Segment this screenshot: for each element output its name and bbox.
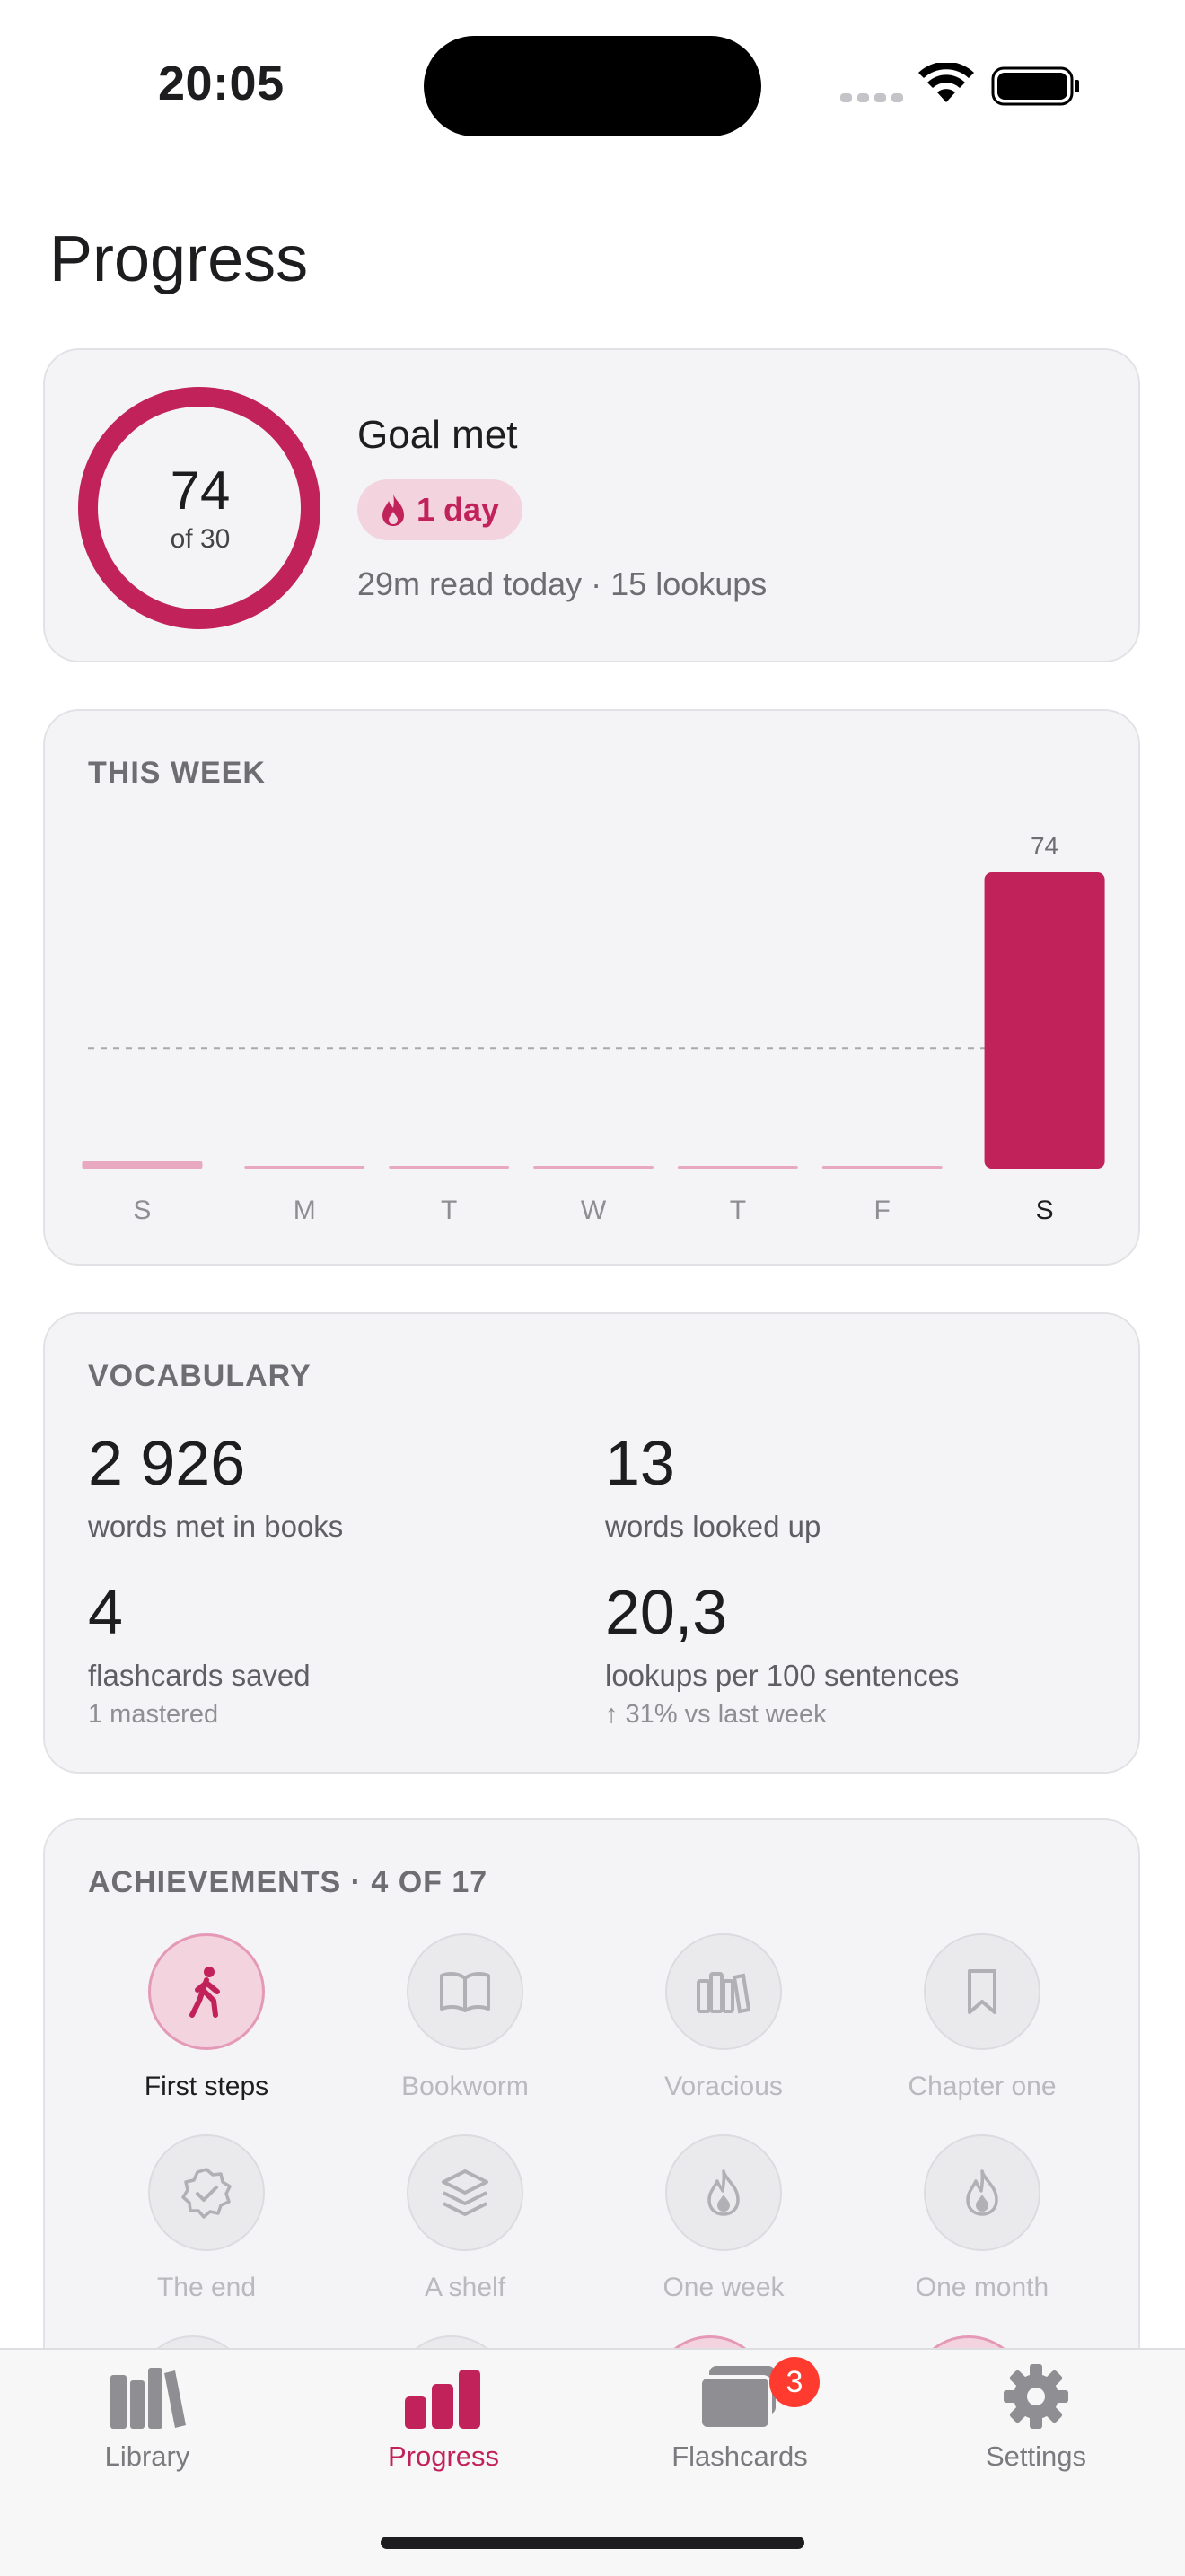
books-shelf-icon xyxy=(697,1972,751,2014)
tab-label: Library xyxy=(104,2440,190,2472)
home-indicator xyxy=(381,2537,804,2549)
achievement-first-steps[interactable]: First steps xyxy=(76,1933,337,2102)
tab-label: Progress xyxy=(387,2440,500,2472)
words-met-value: 2 926 xyxy=(88,1428,246,1498)
bar-data-label: 74 xyxy=(1031,832,1058,860)
cards-icon xyxy=(698,2366,776,2431)
goal-status-title: Goal met xyxy=(357,413,518,457)
achievement-label: First steps xyxy=(144,2072,269,2101)
words-looked-up-value: 13 xyxy=(605,1428,675,1498)
achievement-label: The end xyxy=(156,2273,257,2302)
bookmark-icon xyxy=(968,1969,996,2014)
signal-icon xyxy=(840,93,903,102)
tab-progress[interactable]: Progress xyxy=(309,2362,578,2473)
tab-library[interactable]: Library xyxy=(13,2362,282,2473)
flame-icon xyxy=(707,2169,740,2216)
layers-icon xyxy=(442,2169,488,2216)
goal-ring xyxy=(78,387,320,629)
goal-meta: 29m read today · 15 lookups xyxy=(357,565,768,602)
day-tick-label: S xyxy=(133,1196,151,1225)
lookups-rate-change: ↑ 31% vs last week xyxy=(605,1700,827,1729)
day-tick-label: M xyxy=(294,1196,316,1225)
achievement-one-week[interactable]: One week xyxy=(593,2134,854,2303)
achievement-label: Bookworm xyxy=(401,2072,529,2101)
achievement-chapter-one[interactable]: Chapter one xyxy=(852,1933,1112,2102)
streak-badge: 1 day xyxy=(357,479,523,540)
tab-flashcards[interactable]: Flashcards xyxy=(605,2362,874,2473)
week-bar xyxy=(677,1166,798,1169)
achievement-bookworm[interactable]: Bookworm xyxy=(335,1933,595,2102)
achievement-label: Voracious xyxy=(664,2072,783,2101)
library-books-icon xyxy=(110,2368,186,2429)
vocabulary-card: VOCABULARY 2 926 words met in books 13 w… xyxy=(43,1312,1140,1774)
week-bar xyxy=(984,872,1105,1169)
goal-target: of 30 xyxy=(170,524,231,554)
achievements-label: ACHIEVEMENTS · 4 OF 17 xyxy=(88,1865,488,1899)
day-tick-label: S xyxy=(1036,1196,1054,1225)
gear-icon xyxy=(1004,2364,1068,2429)
day-tick-label: T xyxy=(730,1196,746,1225)
page-title: Progress xyxy=(49,223,309,295)
day-tick-label: F xyxy=(874,1196,891,1225)
lookups-rate-value: 20,3 xyxy=(605,1577,728,1647)
status-icons xyxy=(840,61,1083,110)
achievement-label: One week xyxy=(663,2273,785,2302)
week-bar xyxy=(821,1166,943,1169)
week-bar xyxy=(82,1161,203,1169)
flame-icon xyxy=(966,2169,998,2216)
tab-label: Settings xyxy=(985,2440,1086,2472)
week-bar xyxy=(389,1166,510,1169)
flashcards-saved-label: flashcards saved xyxy=(88,1659,311,1692)
battery-icon xyxy=(991,66,1079,106)
achievement-voracious[interactable]: Voracious xyxy=(593,1933,854,2102)
achievement-a-shelf[interactable]: A shelf xyxy=(335,2134,595,2303)
tab-label: Flashcards xyxy=(672,2440,808,2472)
achievement-label: Chapter one xyxy=(908,2072,1057,2101)
achievement-label: One month xyxy=(915,2273,1049,2302)
dynamic-island xyxy=(424,36,761,136)
week-label: THIS WEEK xyxy=(88,756,266,790)
daily-goal-card[interactable]: 74 of 30 Goal met 1 day 29m read today ·… xyxy=(43,348,1140,662)
words-met-label: words met in books xyxy=(88,1510,344,1543)
streak-text: 1 day xyxy=(417,491,500,528)
check-seal-icon xyxy=(181,2168,232,2219)
week-bar xyxy=(244,1166,365,1169)
week-bar-chart: S M T W T F S 74 xyxy=(82,832,1105,1225)
achievement-one-month[interactable]: One month xyxy=(852,2134,1112,2303)
tab-settings[interactable]: Settings xyxy=(901,2362,1171,2473)
lookups-rate-label: lookups per 100 sentences xyxy=(605,1659,960,1692)
walking-person-icon xyxy=(189,1967,220,2018)
status-time: 20:05 xyxy=(158,57,285,110)
words-looked-up-label: words looked up xyxy=(605,1510,821,1543)
achievement-the-end[interactable]: The end xyxy=(76,2134,337,2303)
bar-chart-icon xyxy=(405,2370,480,2429)
flame-icon xyxy=(382,494,404,526)
vocabulary-label: VOCABULARY xyxy=(88,1359,312,1393)
open-book-icon xyxy=(440,1972,490,2012)
wifi-icon xyxy=(918,61,974,102)
goal-value: 74 xyxy=(170,460,231,521)
achievement-label: A shelf xyxy=(424,2273,506,2302)
flashcards-saved-value: 4 xyxy=(88,1577,123,1647)
flashcards-mastered: 1 mastered xyxy=(88,1700,219,1729)
week-bar xyxy=(533,1166,654,1169)
day-tick-label: T xyxy=(441,1196,457,1225)
day-tick-label: W xyxy=(581,1196,607,1225)
flashcards-badge: 3 xyxy=(769,2357,820,2407)
week-chart-card: THIS WEEK S M T W T F S 74 xyxy=(43,709,1140,1266)
